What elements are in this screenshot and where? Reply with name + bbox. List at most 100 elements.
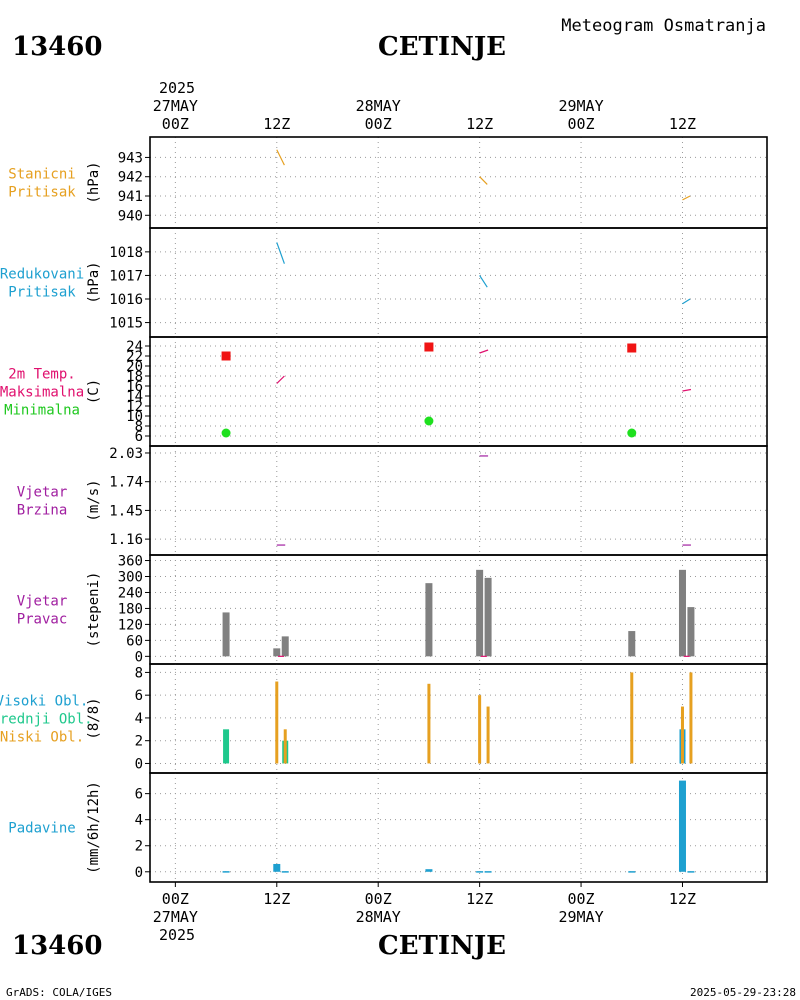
panel-wind-speed: 1.16 1.45 1.74 2.03 (m/s) Vjetar Brzina <box>17 445 768 556</box>
y-tick-label: 1.45 <box>109 503 143 519</box>
y-tick-label: 0 <box>135 865 143 881</box>
cloud-bar <box>486 706 490 764</box>
footer-station-name: CETINJE <box>378 931 506 961</box>
panel-label: Minimalna <box>4 403 80 419</box>
series-line-segment <box>682 195 691 201</box>
footer-credit: GrADS: COLA/IGES <box>6 986 112 999</box>
y-tick-label: 1.74 <box>109 475 143 491</box>
precipitation-bar <box>222 871 230 873</box>
y-tick-label: 10 <box>126 409 143 425</box>
panel-label: Pritisak <box>8 185 76 201</box>
y-tick-label: 0 <box>135 756 143 772</box>
series-line-segment <box>479 275 488 288</box>
y-tick-label: 2.03 <box>109 446 143 462</box>
panel-label: 2m Temp. <box>8 367 75 383</box>
cloud-bar <box>283 729 287 764</box>
bottom-time-tick-label: 12Z <box>263 890 290 908</box>
y-tick-label: 1018 <box>109 245 143 261</box>
series-line-segment <box>276 375 285 384</box>
panel-frame <box>149 336 768 447</box>
y-axis-label: (C) <box>86 379 102 404</box>
y-tick-label: 20 <box>126 359 143 375</box>
y-tick-label: 1.16 <box>109 532 143 548</box>
min-temperature-marker <box>424 416 434 426</box>
panel-frame <box>149 554 768 665</box>
max-temperature-marker <box>627 343 637 353</box>
y-axis-label: (hPa) <box>86 261 102 303</box>
panel-label: Vjetar <box>17 594 68 610</box>
top-date-label: 29MAY <box>558 97 603 115</box>
y-tick-label: 60 <box>126 633 143 649</box>
y-tick-label: 2 <box>135 734 143 750</box>
y-tick-label: 6 <box>135 688 143 704</box>
y-tick-label: 360 <box>118 554 143 570</box>
panel-label: Stanicni <box>8 167 75 183</box>
y-tick-label: 4 <box>135 711 143 727</box>
y-axis-label: (stepeni) <box>86 572 102 648</box>
wind-direction-bar <box>476 569 484 657</box>
panel-label: Vjetar <box>17 485 68 501</box>
wind-direction-bar <box>628 631 636 657</box>
bottom-time-tick-label: 00Z <box>568 890 595 908</box>
y-tick-label: 942 <box>118 170 143 186</box>
panel-label: Pritisak <box>8 285 76 301</box>
panel-label: Maksimalna <box>0 385 84 401</box>
y-tick-label: 300 <box>118 570 143 586</box>
cloud-bar <box>275 681 279 764</box>
y-axis-label: (8/8) <box>86 697 102 739</box>
y-tick-label: 1015 <box>109 316 143 332</box>
max-temperature-marker <box>221 351 231 361</box>
panel-frame <box>149 445 768 556</box>
bottom-time-tick-label: 00Z <box>162 890 189 908</box>
min-temperature-marker <box>221 428 231 438</box>
bottom-time-tick-label: 00Z <box>365 890 392 908</box>
top-time-tick-label: 12Z <box>669 115 696 133</box>
y-tick-label: 240 <box>118 585 143 601</box>
wind-direction-bar <box>687 607 695 657</box>
panel-frame <box>149 227 768 338</box>
series-line-segment <box>479 349 489 354</box>
min-temperature-marker <box>627 428 637 438</box>
wind-direction-bar <box>222 612 230 657</box>
y-tick-label: 8 <box>135 665 143 681</box>
cloud-bar <box>478 695 482 764</box>
y-axis-label: (hPa) <box>86 161 102 203</box>
precipitation-bar <box>484 871 492 873</box>
y-axis-label: (mm/6h/12h) <box>86 781 102 874</box>
y-tick-label: 1017 <box>109 268 143 284</box>
y-tick-label: 16 <box>126 379 143 395</box>
top-time-tick-label: 00Z <box>365 115 392 133</box>
panel-station-pressure: 940 941 942 943 (hPa) Stanicni Pritisak <box>8 136 768 229</box>
y-tick-label: 180 <box>118 601 143 617</box>
panel-label: Brzina <box>17 503 68 519</box>
y-tick-label: 941 <box>118 189 143 205</box>
bottom-date-label: 29MAY <box>558 908 603 926</box>
wind-direction-bar <box>484 577 492 657</box>
header-station-name: CETINJE <box>378 32 506 62</box>
y-tick-label: 8 <box>135 419 143 435</box>
y-tick-label: 24 <box>126 339 143 355</box>
top-date-label: 27MAY <box>153 97 198 115</box>
cloud-bar <box>630 672 634 764</box>
series-line-segment <box>276 149 285 166</box>
y-tick-label: 4 <box>135 813 143 829</box>
panel-precipitation: 0 2 4 6 (mm/6h/12h) Padavine <box>8 772 768 883</box>
panel-label: Niski Obl. <box>0 730 84 746</box>
series-line-segment <box>479 176 488 185</box>
y-tick-label: 2 <box>135 839 143 855</box>
precipitation-bar <box>273 863 281 872</box>
top-time-tick-label: 00Z <box>162 115 189 133</box>
wind-direction-bar <box>678 569 686 657</box>
y-tick-label: 18 <box>126 369 143 385</box>
wind-direction-bar <box>281 636 289 657</box>
panel-clouds: 0 2 4 6 8 (8/8)Visoki Obl. Srednji Obl. Niski O… <box>0 663 768 774</box>
panel-label: Srednji Obl. <box>0 712 93 728</box>
bottom-time-tick-label: 12Z <box>466 890 493 908</box>
top-date-label: 28MAY <box>356 97 401 115</box>
precipitation-bar <box>425 869 433 872</box>
y-tick-label: 1016 <box>109 292 143 308</box>
panel-label: Visoki Obl. <box>0 694 88 710</box>
y-tick-label: 14 <box>126 389 143 405</box>
y-tick-label: 6 <box>135 787 143 803</box>
